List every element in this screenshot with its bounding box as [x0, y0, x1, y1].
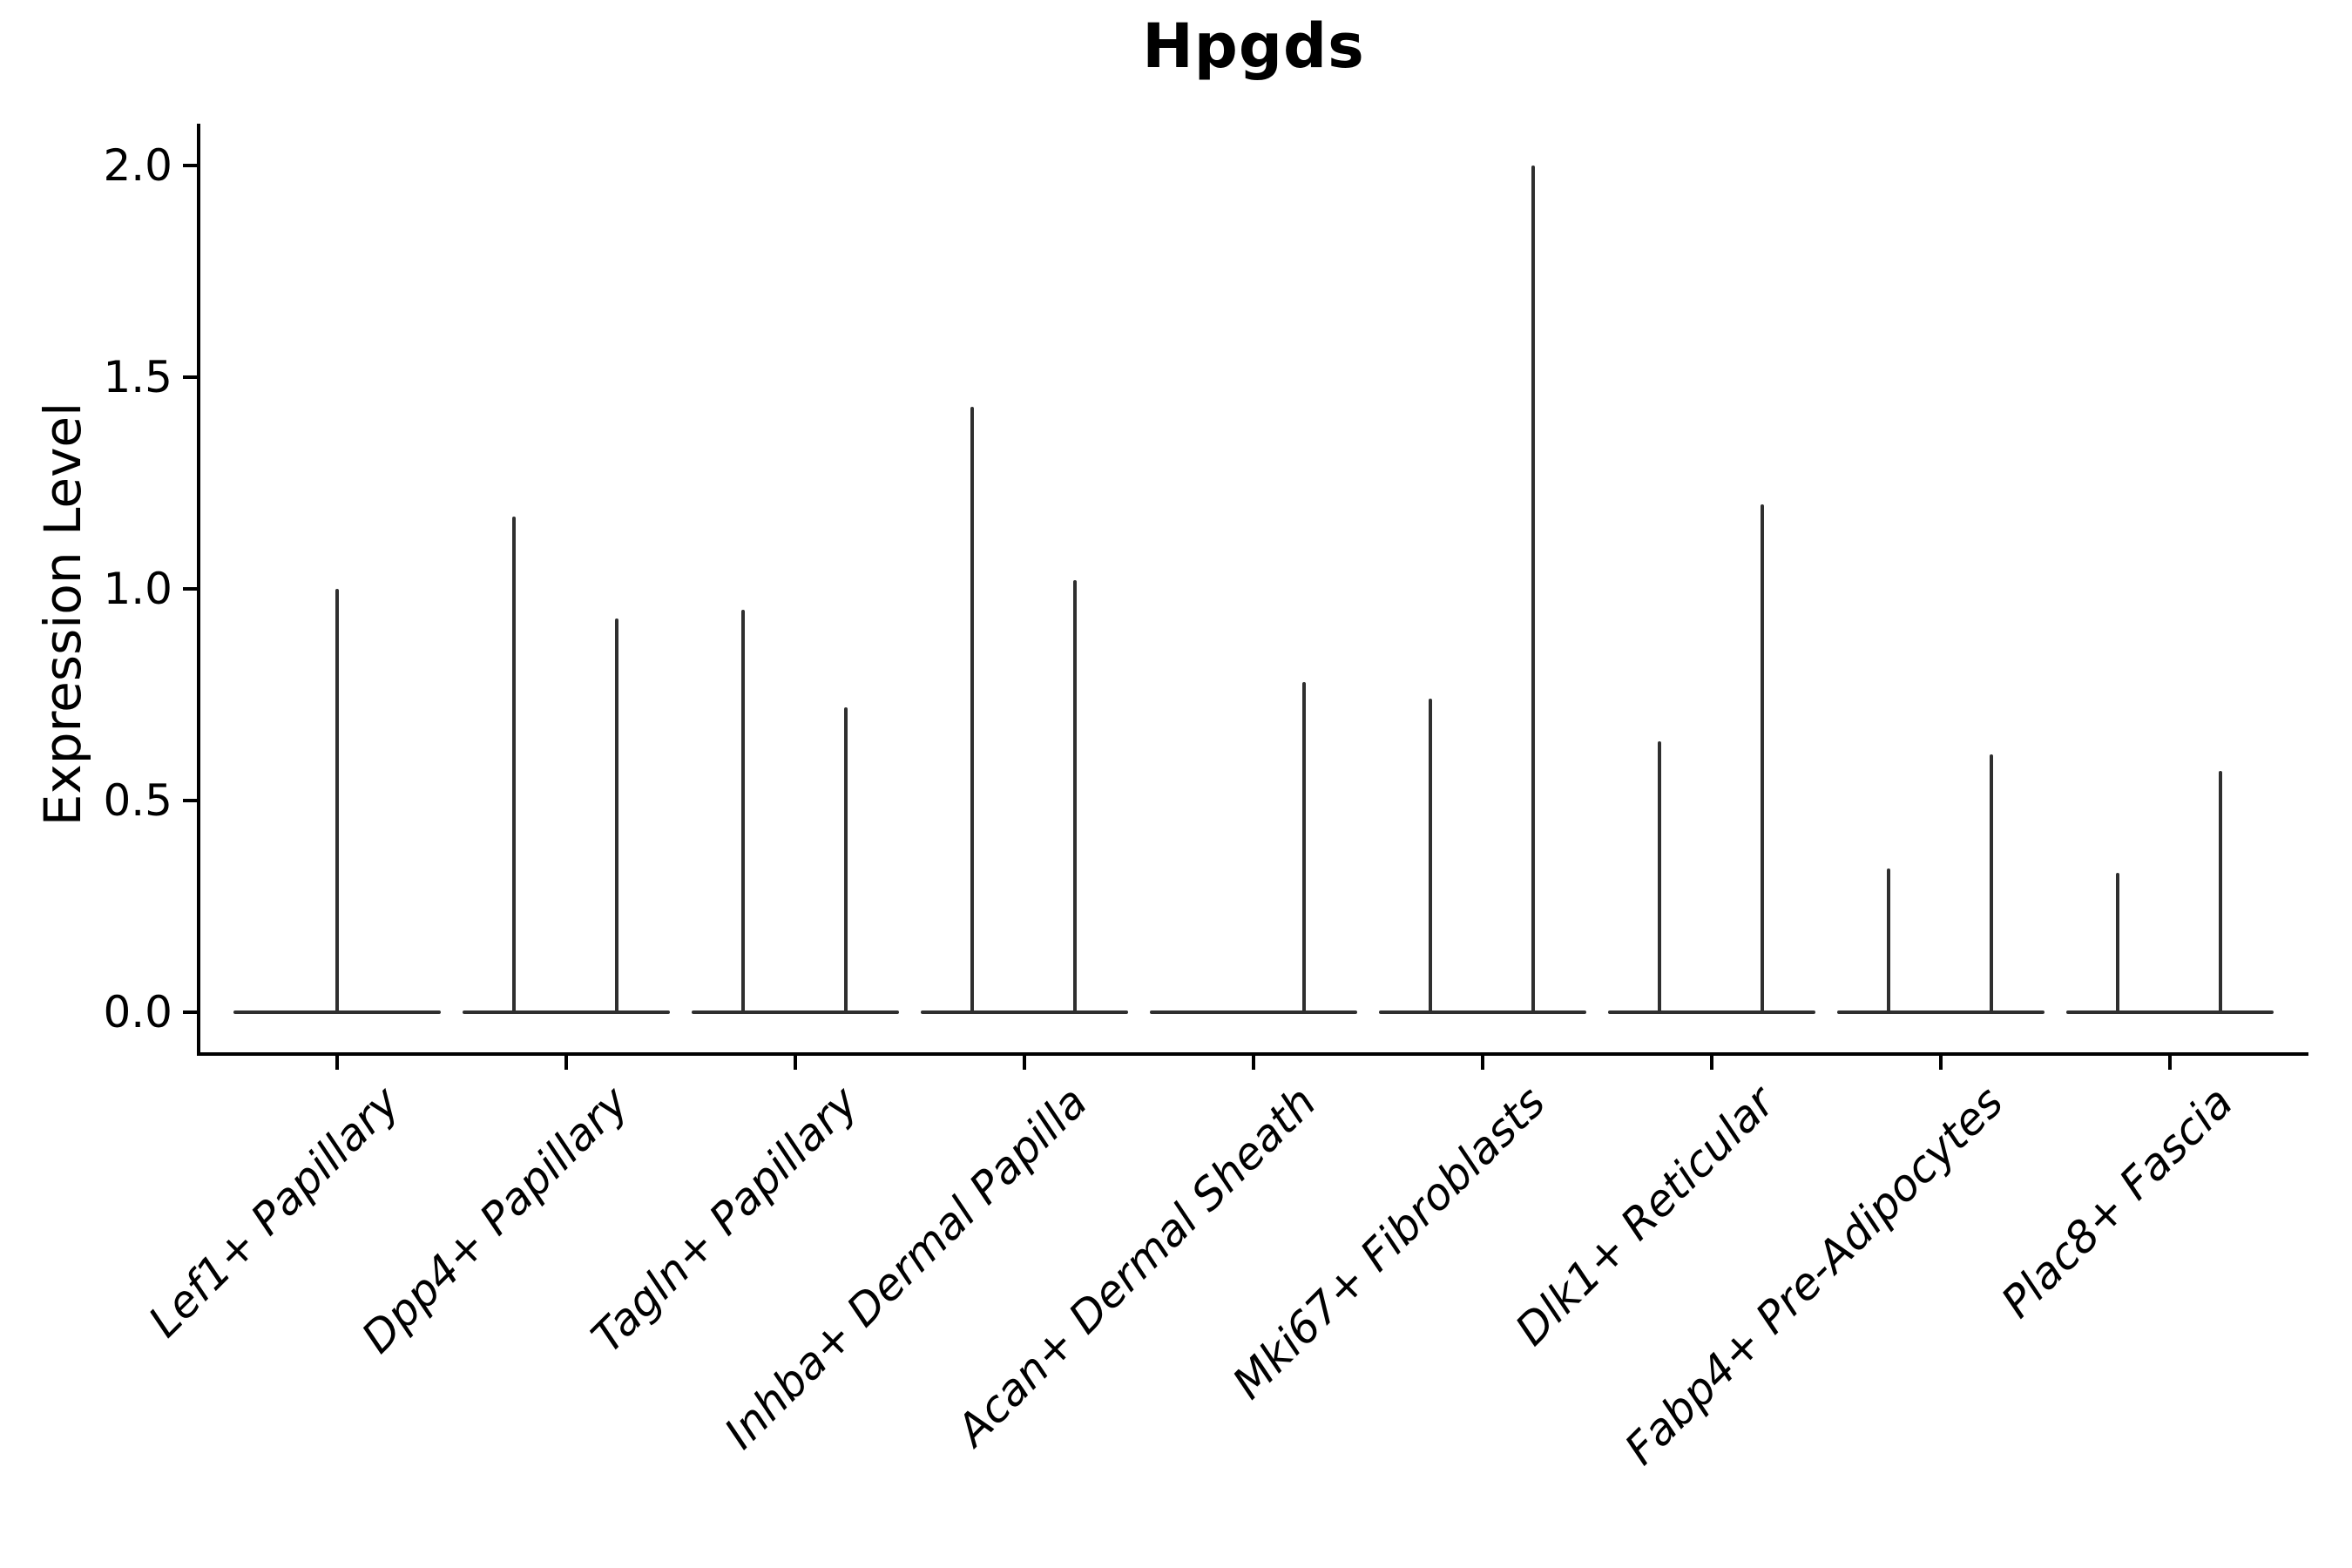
x-tick [794, 1056, 797, 1070]
violin-spike [1887, 868, 1890, 1014]
x-tick [1481, 1056, 1484, 1070]
violin-baseline [1837, 1010, 2044, 1014]
violin-spike [970, 407, 974, 1014]
violin-baseline [463, 1010, 670, 1014]
violin-spike [2116, 873, 2119, 1014]
violin-spike [2219, 771, 2222, 1014]
violin-spike [512, 517, 516, 1014]
x-tick-label: Inhba+ Dermal Papilla [714, 1077, 1098, 1459]
x-tick [335, 1056, 339, 1070]
violin-baseline [2066, 1010, 2274, 1014]
chart-title: Hpgds [1142, 10, 1365, 82]
x-tick-label: Lef1+ Papillary [139, 1077, 410, 1348]
violin-spike [1073, 580, 1077, 1014]
violin-spike [1302, 682, 1306, 1014]
y-tick [183, 1010, 197, 1014]
violin-spike [1761, 504, 1764, 1014]
y-tick [183, 164, 197, 167]
violin-spike [335, 589, 339, 1014]
x-tick [564, 1056, 568, 1070]
y-tick [183, 587, 197, 591]
y-axis-spine [197, 124, 200, 1056]
y-tick-label: 0.0 [103, 987, 172, 1037]
violin-spike [1658, 741, 1661, 1014]
x-tick [1939, 1056, 1943, 1070]
y-tick-label: 0.5 [103, 775, 172, 826]
y-tick [183, 375, 197, 379]
violin-baseline [692, 1010, 899, 1014]
x-tick [1252, 1056, 1255, 1070]
x-tick-label: Fabp4+ Pre-Adipocytes [1615, 1077, 2014, 1475]
x-axis-spine [197, 1052, 2308, 1056]
violin-spike [1990, 754, 1993, 1014]
violin-baseline [1608, 1010, 1815, 1014]
violin-spike [615, 618, 618, 1014]
violin-spike [1531, 166, 1535, 1014]
violin-spike [1429, 699, 1432, 1014]
x-tick-label: Plac8+ Fascia [1991, 1077, 2243, 1328]
y-tick-label: 2.0 [103, 140, 172, 191]
violin-spike [844, 707, 848, 1014]
violin-baseline [921, 1010, 1128, 1014]
y-tick-label: 1.0 [103, 564, 172, 614]
x-tick [1023, 1056, 1026, 1070]
violin-baseline [1379, 1010, 1586, 1014]
y-tick-label: 1.5 [103, 352, 172, 402]
x-tick [1710, 1056, 1713, 1070]
violin-baseline [1150, 1010, 1357, 1014]
x-tick [2168, 1056, 2172, 1070]
violin-spike [741, 610, 745, 1014]
y-tick [183, 799, 197, 802]
